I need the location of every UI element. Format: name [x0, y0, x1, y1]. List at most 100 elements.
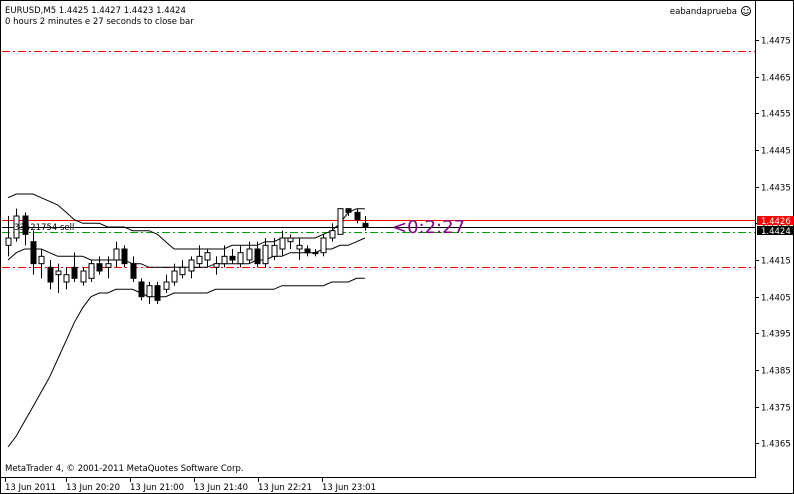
candle-body	[55, 270, 62, 276]
candle-body	[337, 208, 344, 235]
candle	[246, 241, 253, 264]
candle-body	[320, 237, 327, 254]
candle	[179, 260, 186, 279]
candle-body	[105, 263, 112, 268]
svg-text:1.4426: 1.4426	[761, 217, 791, 227]
time-tick-label: 13 Jun 23:01	[322, 483, 376, 493]
candle	[88, 260, 95, 282]
candle	[271, 238, 278, 260]
candle-body	[254, 248, 261, 265]
candle	[329, 223, 336, 242]
candle	[105, 256, 112, 279]
candle-body	[246, 248, 253, 261]
candle-body	[88, 263, 95, 279]
candle	[296, 238, 303, 260]
candle-body	[38, 255, 45, 265]
candle-body	[171, 270, 178, 283]
price-tick-label: 1.4465	[761, 74, 791, 84]
candle-body	[329, 230, 336, 239]
candle	[171, 263, 178, 286]
candle-body	[196, 255, 203, 265]
time-tick-label: 13 Jun 21:40	[194, 483, 248, 493]
candle	[146, 282, 153, 304]
bid-price-box: 1.4424	[757, 226, 794, 237]
candle	[221, 245, 228, 268]
price-tick-label: 1.4415	[761, 257, 791, 267]
candle	[154, 282, 161, 304]
candle-body	[130, 263, 137, 279]
candle	[130, 256, 137, 282]
candle-body	[237, 252, 244, 265]
price-tick-label: 1.4475	[761, 37, 791, 47]
candle-body	[296, 244, 303, 250]
candlestick-series	[5, 208, 369, 304]
candle	[287, 234, 294, 249]
time-tick-label: 13 Jun 2011	[5, 483, 56, 493]
candle	[63, 267, 70, 290]
candle	[188, 256, 195, 279]
candle-body	[138, 281, 145, 298]
smiley-face-icon[interactable]	[741, 6, 751, 16]
price-tick-label: 1.4385	[761, 367, 791, 377]
candle-body	[71, 266, 78, 279]
candle	[196, 245, 203, 268]
candle-body	[154, 285, 161, 301]
candle-body	[96, 263, 103, 272]
candle-body	[13, 215, 20, 239]
ask-price-box: 1.4426	[757, 216, 794, 227]
price-tick-label: 1.4405	[761, 294, 791, 304]
candle-body	[30, 241, 37, 265]
candle	[337, 208, 344, 235]
candle	[121, 245, 128, 268]
candle-body	[221, 255, 228, 265]
candle-body	[354, 211, 361, 221]
candle	[47, 260, 54, 290]
candle	[204, 249, 211, 268]
candle-body	[146, 285, 153, 298]
candle	[262, 238, 269, 268]
candle-body	[47, 266, 54, 283]
candle	[229, 249, 236, 264]
candle	[345, 208, 352, 216]
candle-body	[304, 248, 311, 254]
candle	[304, 245, 311, 257]
candle	[320, 234, 327, 257]
candle-body	[279, 237, 286, 250]
price-tick-label: 1.4375	[761, 404, 791, 414]
order-label[interactable]: 33521754 sell	[14, 223, 74, 233]
time-tick-label: 13 Jun 20:20	[66, 483, 120, 493]
time-tick-label: 13 Jun 21:00	[130, 483, 184, 493]
candle-body	[121, 248, 128, 265]
candle	[38, 249, 45, 279]
candle	[80, 267, 87, 286]
candle	[55, 263, 62, 293]
candle	[254, 241, 261, 268]
candle-body	[63, 274, 70, 283]
bollinger-lower-band	[7, 277, 365, 448]
price-tick-label: 1.4455	[761, 110, 791, 120]
countdown-label: <0:2:27	[392, 217, 465, 238]
candle	[163, 274, 170, 293]
candle-body	[5, 237, 12, 246]
candle-body	[362, 222, 369, 228]
time-axis[interactable]: 13 Jun 2011 13 Jun 20:20 13 Jun 21:00 13 Ju…	[5, 478, 376, 493]
candle-body	[213, 263, 220, 268]
candle-body	[229, 255, 236, 261]
candle	[30, 230, 37, 275]
candle-body	[312, 252, 319, 255]
candle-body	[22, 215, 29, 235]
price-tick-label: 1.4445	[761, 147, 791, 157]
candle-body	[80, 270, 87, 283]
candle	[22, 212, 29, 246]
candle	[113, 241, 120, 268]
candle	[362, 216, 369, 231]
candle	[96, 256, 103, 275]
candle-body	[188, 259, 195, 272]
candle-body	[113, 248, 120, 261]
candle-body	[204, 252, 211, 261]
copyright-text: MetaTrader 4, © 2001-2011 MetaQuotes Sof…	[5, 464, 244, 474]
candle-body	[179, 266, 186, 276]
expert-name: eabandaprueba	[670, 7, 737, 17]
